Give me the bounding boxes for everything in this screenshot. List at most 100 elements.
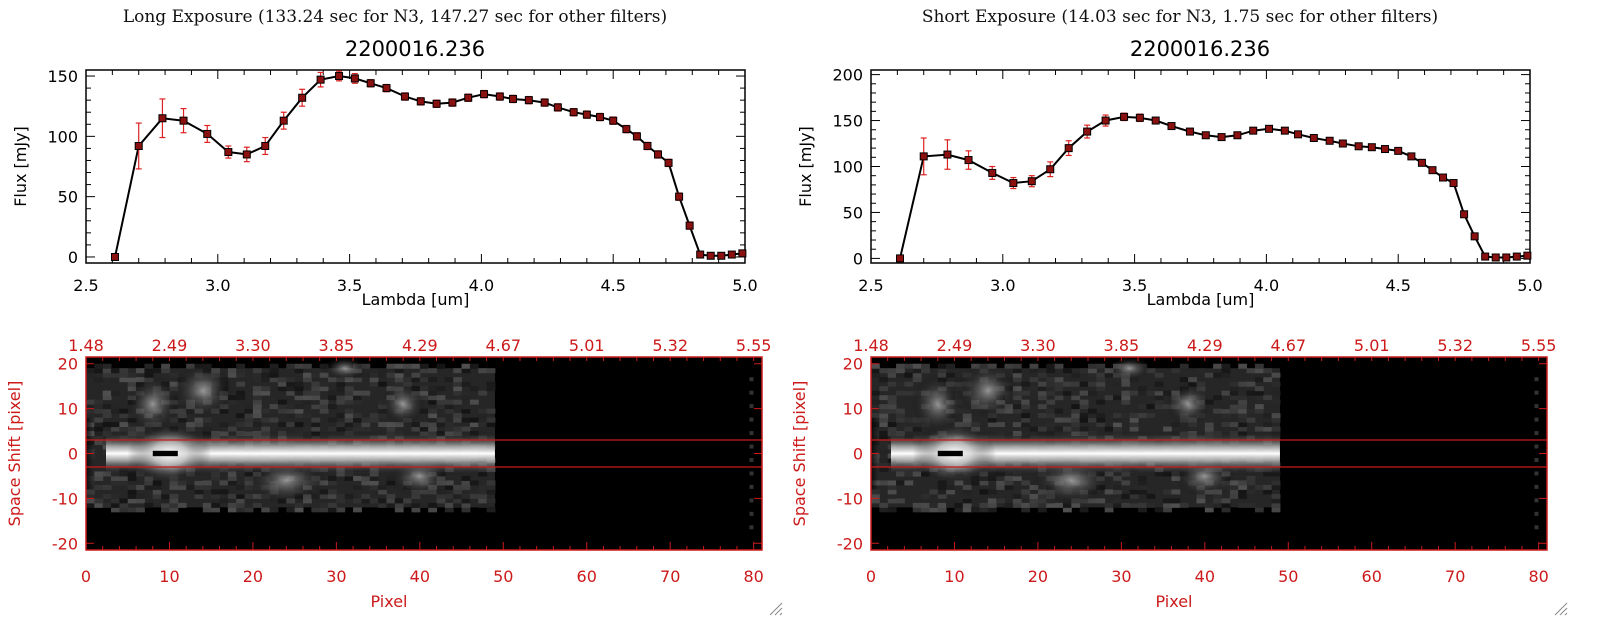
image-pixel (1037, 404, 1047, 410)
x-axis-label: Lambda [um] (362, 290, 470, 309)
resize-grip-icon[interactable] (1559, 607, 1568, 616)
data-point (1367, 143, 1376, 152)
image-pixel (1113, 489, 1122, 495)
image-pixel (161, 493, 170, 499)
image-pixel (1129, 484, 1139, 490)
image-pixel (361, 426, 371, 432)
image-pixel (879, 386, 889, 392)
image-pixel (236, 363, 246, 369)
image-pixel (461, 395, 471, 401)
image-pixel (177, 484, 187, 490)
y-axis-label: Flux [mJy] (11, 126, 30, 207)
x-tick-label: 3.5 (337, 276, 362, 295)
data-point (279, 116, 288, 125)
image-pixel (394, 498, 404, 504)
image-pixel (428, 368, 438, 374)
image-pixel (294, 368, 304, 374)
resize-grip-icon[interactable] (1564, 612, 1568, 616)
image-pixel (1012, 377, 1022, 383)
image-pixel (227, 395, 237, 401)
image-pixel (1254, 368, 1264, 374)
image-pixel (1246, 368, 1256, 374)
image-pixel (344, 390, 354, 396)
image-pixel (971, 480, 980, 486)
plot-frame (85, 69, 746, 264)
image-pixel (486, 489, 496, 495)
image-pixel (1238, 413, 1248, 419)
image-pixel (486, 480, 496, 486)
wavelength-tick-label: 3.30 (1020, 336, 1056, 355)
image-pixel (1204, 507, 1214, 513)
image-pixel (227, 399, 237, 405)
image-pixel (871, 399, 880, 405)
resize-grip-icon[interactable] (1554, 602, 1568, 616)
image-pixel (1229, 381, 1239, 387)
data-point (964, 156, 973, 165)
y-axis-label: Flux [mJy] (796, 126, 815, 207)
image-pixel (236, 404, 246, 410)
image-pixel (1046, 386, 1056, 392)
image-pixel (453, 426, 463, 432)
image-pixel (979, 489, 989, 495)
image-pixel (1163, 502, 1172, 508)
space-tick-label: -20 (52, 534, 78, 553)
image-pixel (1238, 422, 1248, 428)
image-pixel (1229, 493, 1239, 499)
image-pixel (1229, 484, 1239, 490)
image-pixel (486, 386, 496, 392)
image-pixel (353, 390, 362, 396)
image-pixel (94, 399, 104, 405)
image-pixel (996, 484, 1006, 490)
resize-grip-icon[interactable] (769, 602, 783, 616)
resize-grip-icon[interactable] (779, 612, 783, 616)
resize-grip-icon[interactable] (774, 607, 783, 616)
image-pixel (1129, 390, 1139, 396)
image-pixel (461, 484, 471, 490)
image-pixel (461, 368, 471, 374)
image-pixel (962, 417, 972, 423)
image-pixel (1154, 390, 1164, 396)
image-pixel (336, 426, 346, 432)
image-pixel (202, 484, 212, 490)
image-pixel (1071, 390, 1081, 396)
image-pixel (937, 368, 947, 374)
data-point (943, 150, 952, 159)
data-point (540, 98, 549, 107)
spectrum-plot: 2.5 3.0 3.5 4.0 4.5 5.0 0 50 100 150 200 Lambda [um… (796, 66, 1543, 309)
image-pixel (1062, 502, 1072, 508)
image-pixel (1113, 422, 1122, 428)
y-tick-label: 0 (68, 248, 78, 267)
image-pixel (1021, 399, 1031, 405)
image-pixel (1104, 372, 1114, 378)
image-pixel (1129, 413, 1139, 419)
image-pixel (1113, 395, 1122, 401)
image-pixel (286, 377, 296, 383)
image-pixel (478, 390, 488, 396)
image-pixel (1029, 399, 1039, 405)
image-pixel (461, 363, 471, 369)
image-pixel (1021, 426, 1031, 432)
image-pixel (294, 507, 304, 513)
image-pixel (194, 489, 204, 495)
image-pixel (871, 363, 880, 369)
image-pixel (1104, 489, 1114, 495)
image-pixel (344, 408, 354, 414)
wavelength-tick-label: 5.55 (736, 336, 772, 355)
image-pixel (946, 502, 955, 508)
image-pixel (428, 395, 438, 401)
data-point (1101, 116, 1110, 125)
data-point (350, 74, 359, 83)
image-pixel (94, 377, 104, 383)
image-pixel (444, 507, 454, 513)
edge-pixel (1534, 417, 1539, 422)
image-pixel (1246, 480, 1256, 486)
image-pixel (1238, 484, 1248, 490)
wavelength-tick-label: 4.29 (1187, 336, 1223, 355)
image-pixel (436, 498, 446, 504)
image-pixel (119, 368, 129, 374)
data-point (1167, 122, 1176, 131)
data-point (1407, 152, 1416, 161)
image-pixel (478, 498, 488, 504)
data-point (569, 108, 578, 117)
data-point (1428, 166, 1437, 175)
